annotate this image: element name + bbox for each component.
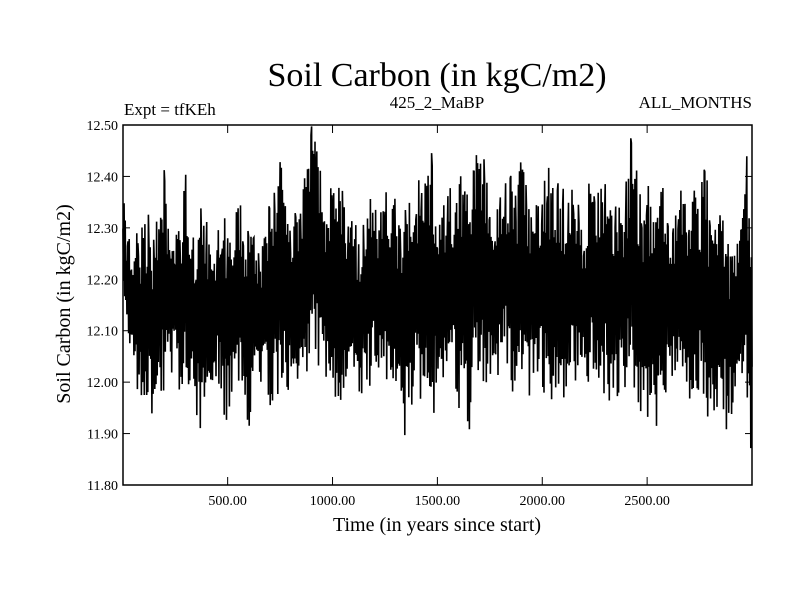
x-tick-label: 500.00 xyxy=(208,494,247,509)
y-axis-ticks: 11.80 11.90 12.00 12.10 12.20 12.30 12.40 12.50 xyxy=(87,119,752,494)
chart-title: Soil Carbon (in kgC/m2) xyxy=(267,57,606,94)
x-tick-label: 2500.00 xyxy=(624,494,670,509)
y-tick-label: 12.10 xyxy=(87,325,119,340)
x-axis-label: Time (in years since start) xyxy=(333,514,541,536)
x-axis-ticks: 500.00 1000.00 1500.00 2000.00 2500.00 xyxy=(208,125,670,509)
y-tick-label: 12.20 xyxy=(87,273,119,288)
chart-subtitle-experiment: Expt = tfKEh xyxy=(124,100,216,119)
y-axis-label: Soil Carbon (in kgC/m2) xyxy=(53,204,75,403)
y-tick-label: 12.00 xyxy=(87,376,119,391)
y-tick-label: 12.40 xyxy=(87,170,119,185)
y-tick-label: 11.80 xyxy=(87,479,118,494)
y-tick-label: 12.30 xyxy=(87,222,119,237)
y-tick-label: 11.90 xyxy=(87,428,118,443)
x-tick-label: 1000.00 xyxy=(310,494,356,509)
chart-subtitle-period: 425_2_MaBP xyxy=(390,93,484,112)
chart-subtitle-months: ALL_MONTHS xyxy=(639,93,752,112)
x-tick-label: 2000.00 xyxy=(520,494,566,509)
data-series xyxy=(122,126,753,449)
y-tick-label: 12.50 xyxy=(87,119,119,134)
x-tick-label: 1500.00 xyxy=(415,494,461,509)
series-line xyxy=(122,126,753,449)
plot-area-frame xyxy=(122,124,753,486)
